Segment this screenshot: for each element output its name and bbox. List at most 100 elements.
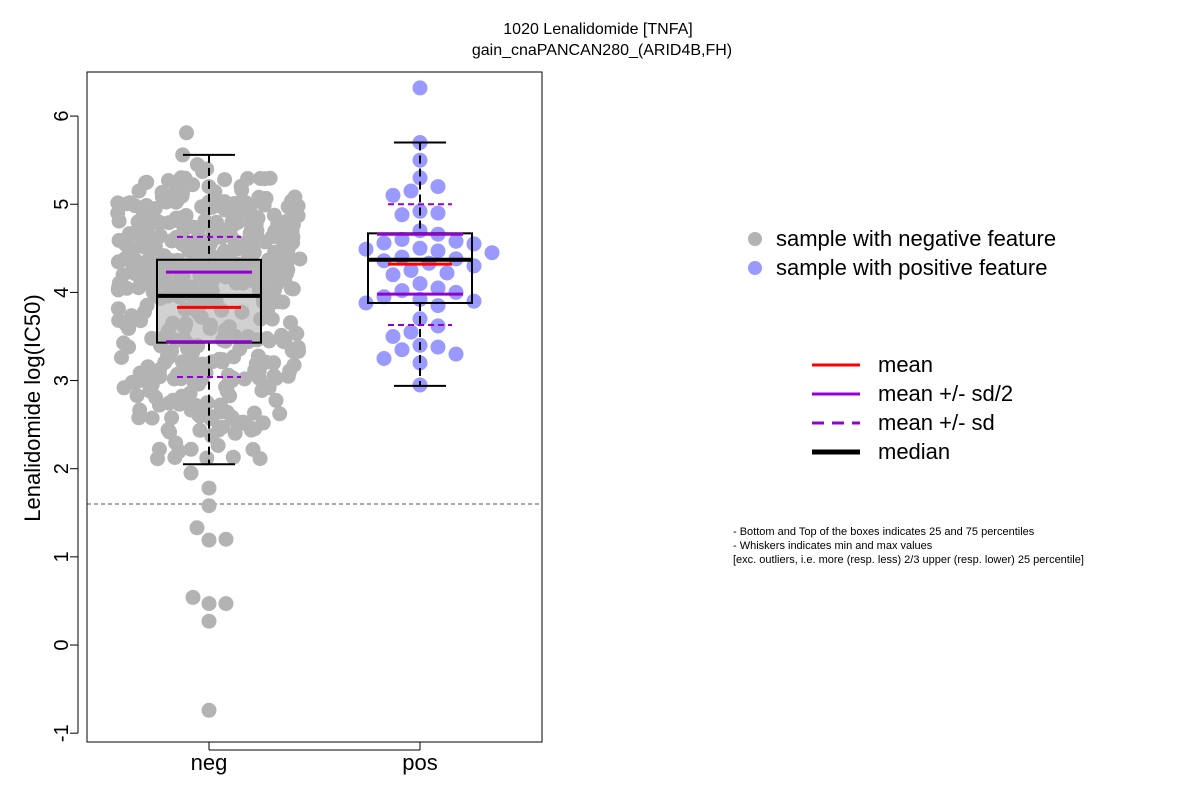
footnote-line-2: - Whiskers indicates min and max values xyxy=(733,540,933,552)
neg-point xyxy=(242,225,258,241)
neg-point xyxy=(224,409,240,425)
neg-point xyxy=(122,195,138,211)
legend-item-half-sd: mean +/- sd/2 xyxy=(812,379,1013,408)
neg-point xyxy=(227,425,243,441)
neg-point xyxy=(264,311,280,327)
neg-point xyxy=(201,613,217,629)
neg-point xyxy=(233,178,249,194)
neg-point xyxy=(168,229,184,245)
neg-point xyxy=(194,356,210,372)
neg-point xyxy=(189,520,205,536)
neg-point xyxy=(210,438,226,453)
y-tick-label: -1 xyxy=(51,724,73,742)
pos-point xyxy=(394,249,410,265)
neg-point xyxy=(257,171,273,187)
neg-point xyxy=(201,480,217,496)
neg-point xyxy=(252,451,268,467)
neg-point xyxy=(185,589,201,605)
pos-point xyxy=(412,276,428,292)
neg-point xyxy=(266,355,282,371)
half-sd-line-icon xyxy=(812,392,860,395)
pos-point xyxy=(376,351,392,366)
neg-point xyxy=(258,261,274,277)
neg-point xyxy=(268,370,284,386)
neg-point xyxy=(216,226,232,242)
pos-point xyxy=(376,235,392,251)
neg-point xyxy=(161,215,177,231)
neg-point xyxy=(254,383,270,398)
neg-point xyxy=(288,198,303,214)
neg-point xyxy=(137,366,153,382)
neg-point xyxy=(131,183,147,199)
neg-point xyxy=(121,320,137,336)
neg-point xyxy=(173,210,189,226)
neg-point xyxy=(201,498,217,514)
lines-legend: mean mean +/- sd/2 mean +/- sd median xyxy=(812,350,1013,466)
pos-point xyxy=(385,187,401,203)
neg-point xyxy=(248,356,264,372)
neg-point xyxy=(292,251,308,267)
neg-point xyxy=(133,274,149,289)
neg-point xyxy=(147,238,163,254)
neg-point xyxy=(121,339,137,355)
pos-point xyxy=(448,284,464,300)
neg-point xyxy=(220,367,236,383)
neg-point xyxy=(282,363,298,379)
plot-frame xyxy=(86,71,543,743)
neg-point xyxy=(111,213,127,229)
neg-point xyxy=(173,371,189,387)
pos-point xyxy=(466,236,482,252)
pos-point xyxy=(403,183,419,199)
neg-point xyxy=(291,343,306,359)
neg-point xyxy=(197,213,213,228)
pos-point xyxy=(394,207,410,223)
neg-point xyxy=(211,351,227,367)
y-tick-label: 4 xyxy=(51,287,73,298)
footnote-line-3: [exc. outliers, i.e. more (resp. less) 2… xyxy=(733,554,1084,566)
neg-point xyxy=(179,125,194,141)
pos-point xyxy=(358,241,374,257)
neg-point xyxy=(201,596,217,612)
neg-point xyxy=(114,350,129,365)
pos-point xyxy=(412,80,428,96)
neg-point xyxy=(275,334,291,349)
median-line-icon xyxy=(812,449,860,454)
footnote-line-1: - Bottom and Top of the boxes indicates … xyxy=(733,526,1035,538)
pos-point xyxy=(403,324,419,340)
pos-point xyxy=(358,295,374,311)
neg-point xyxy=(270,268,286,283)
neg-point xyxy=(129,388,145,404)
chart-subtitle: gain_cnaPANCAN280_(ARID4B,FH) xyxy=(472,42,732,59)
neg-point xyxy=(167,450,183,465)
legend-item-negative: sample with negative feature xyxy=(748,224,1056,253)
legend-item-positive: sample with positive feature xyxy=(748,253,1056,282)
neg-point xyxy=(265,295,281,310)
neg-point xyxy=(148,389,163,405)
neg-point xyxy=(164,410,180,426)
neg-point xyxy=(160,347,176,363)
neg-point xyxy=(222,388,238,404)
neg-point xyxy=(154,185,170,200)
neg-point xyxy=(195,164,211,180)
neg-point xyxy=(190,245,206,261)
neg-point xyxy=(111,280,126,296)
sd-dashed-line-icon xyxy=(812,421,860,424)
neg-point xyxy=(175,147,191,163)
y-tick-label: 3 xyxy=(51,375,73,386)
y-tick-label: 1 xyxy=(51,551,73,562)
legend-item-mean: mean xyxy=(812,350,1013,379)
neg-point xyxy=(267,244,283,260)
neg-point xyxy=(230,241,246,257)
pos-point xyxy=(385,329,401,344)
neg-point xyxy=(110,301,126,317)
pos-point xyxy=(412,240,428,256)
neg-point xyxy=(116,380,132,396)
pos-point xyxy=(394,342,410,358)
pos-point xyxy=(385,267,401,283)
neg-point xyxy=(289,326,305,342)
neg-point xyxy=(183,465,199,481)
pos-point xyxy=(394,283,410,299)
pos-point xyxy=(430,339,446,355)
pos-point xyxy=(430,298,446,314)
